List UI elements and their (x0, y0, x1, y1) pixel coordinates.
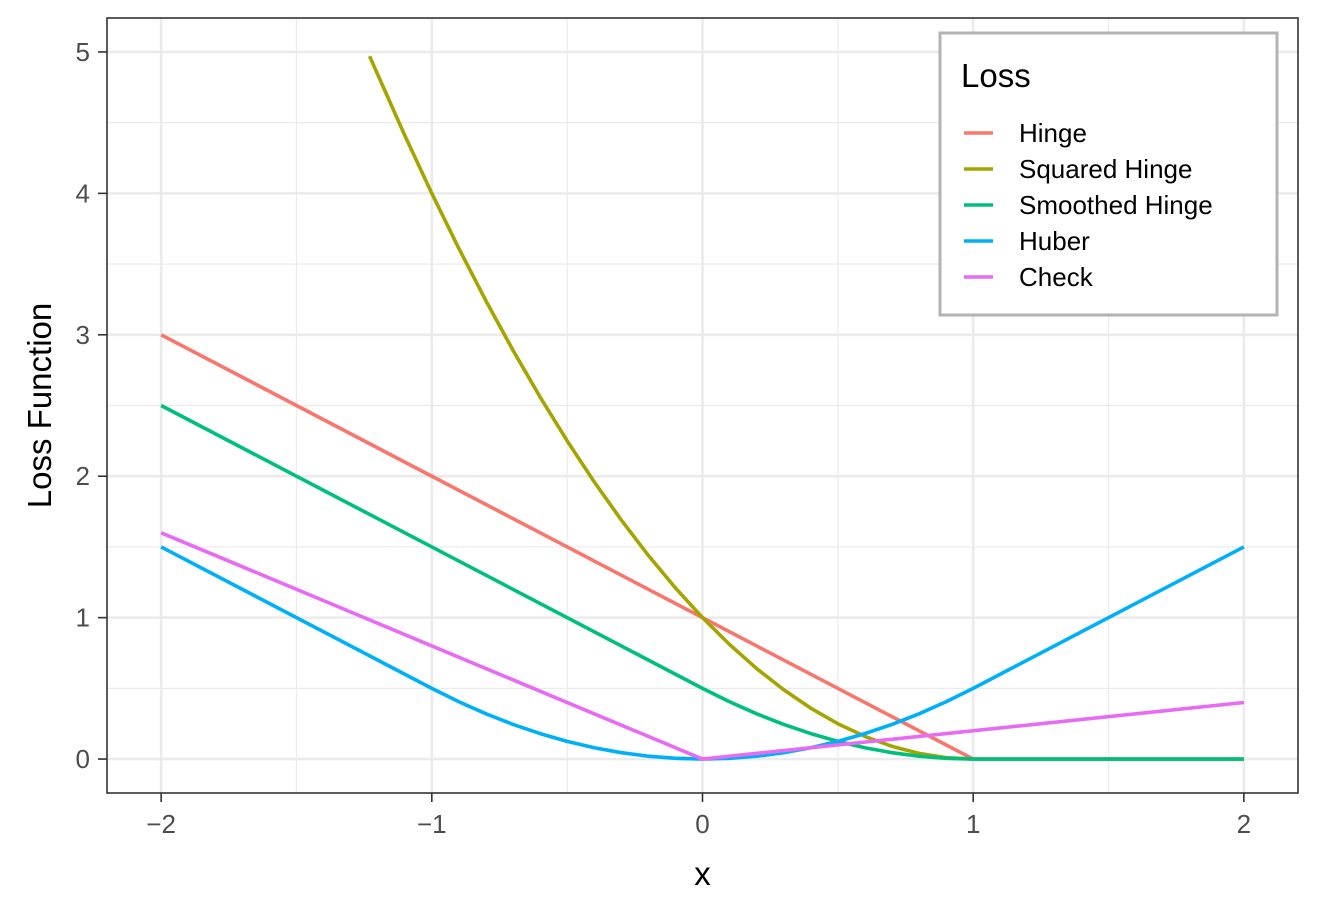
y-tick-label: 0 (76, 744, 90, 774)
series-line-check (160, 531, 1245, 761)
legend-label-hinge: Hinge (1019, 118, 1087, 148)
series-line-squared-hinge (367, 55, 1244, 761)
legend-label-smoothed-hinge: Smoothed Hinge (1019, 190, 1213, 220)
x-tick-label: 1 (966, 809, 980, 839)
y-axis-title: Loss Function (21, 303, 58, 508)
y-tick-label: 1 (76, 603, 90, 633)
legend-title: Loss (961, 57, 1031, 94)
legend: Loss Hinge Squared Hinge Smoothed Hinge Hub… (938, 31, 1279, 317)
x-tick-label: −1 (417, 809, 447, 839)
x-tick-label: 2 (1237, 809, 1251, 839)
x-axis-title: x (694, 855, 711, 892)
legend-label-check: Check (1019, 262, 1094, 292)
y-tick-label: 2 (76, 461, 90, 491)
x-tick-label: 0 (695, 809, 709, 839)
axis-ticks: −2 −1 0 1 2 0 1 2 3 4 5 (76, 37, 1252, 839)
legend-box (938, 31, 1279, 317)
legend-label-squared-hinge: Squared Hinge (1019, 154, 1192, 184)
y-tick-label: 4 (76, 178, 90, 208)
y-tick-label: 3 (76, 320, 90, 350)
legend-label-huber: Huber (1019, 226, 1090, 256)
legend-items: Hinge Squared Hinge Smoothed Hinge Huber Che… (964, 118, 1213, 292)
series-lines (160, 55, 1245, 761)
x-tick-label: −2 (146, 809, 176, 839)
y-tick-label: 5 (76, 37, 90, 67)
